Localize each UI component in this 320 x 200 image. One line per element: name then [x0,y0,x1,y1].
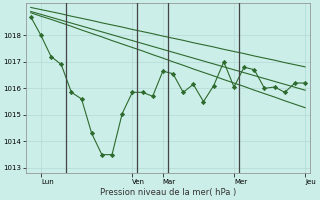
X-axis label: Pression niveau de la mer( hPa ): Pression niveau de la mer( hPa ) [100,188,236,197]
